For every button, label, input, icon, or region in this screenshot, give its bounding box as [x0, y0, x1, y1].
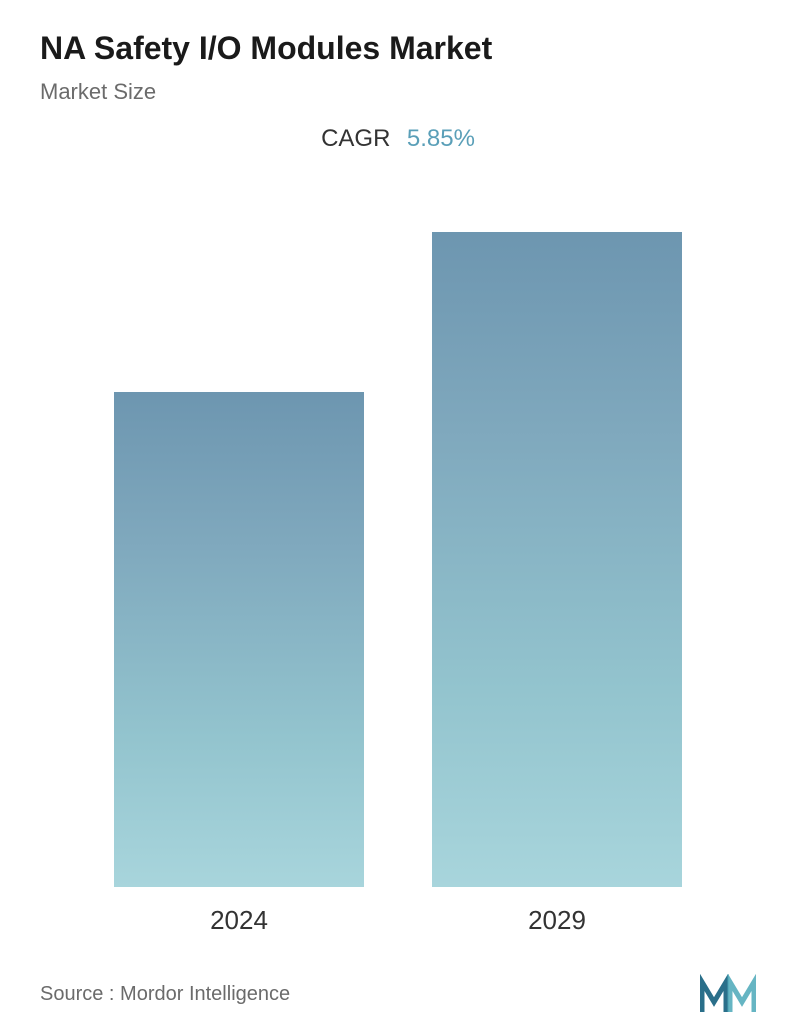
chart-container: NA Safety I/O Modules Market Market Size…	[0, 0, 796, 1034]
bar-group-0: 2024	[114, 392, 364, 936]
chart-subtitle: Market Size	[40, 79, 756, 105]
bar-label-1: 2029	[528, 905, 586, 936]
chart-area: 2024 2029	[40, 193, 756, 956]
bar-0	[114, 392, 364, 887]
cagr-label: CAGR	[321, 125, 390, 152]
bar-1	[432, 232, 682, 887]
cagr-row: CAGR 5.85%	[40, 125, 756, 153]
footer: Source : Mordor Intelligence	[40, 956, 756, 1014]
cagr-value: 5.85%	[407, 125, 475, 152]
chart-title: NA Safety I/O Modules Market	[40, 30, 756, 67]
mordor-logo-icon	[700, 974, 756, 1014]
bar-label-0: 2024	[210, 905, 268, 936]
bar-group-1: 2029	[432, 232, 682, 936]
source-text: Source : Mordor Intelligence	[40, 983, 290, 1006]
